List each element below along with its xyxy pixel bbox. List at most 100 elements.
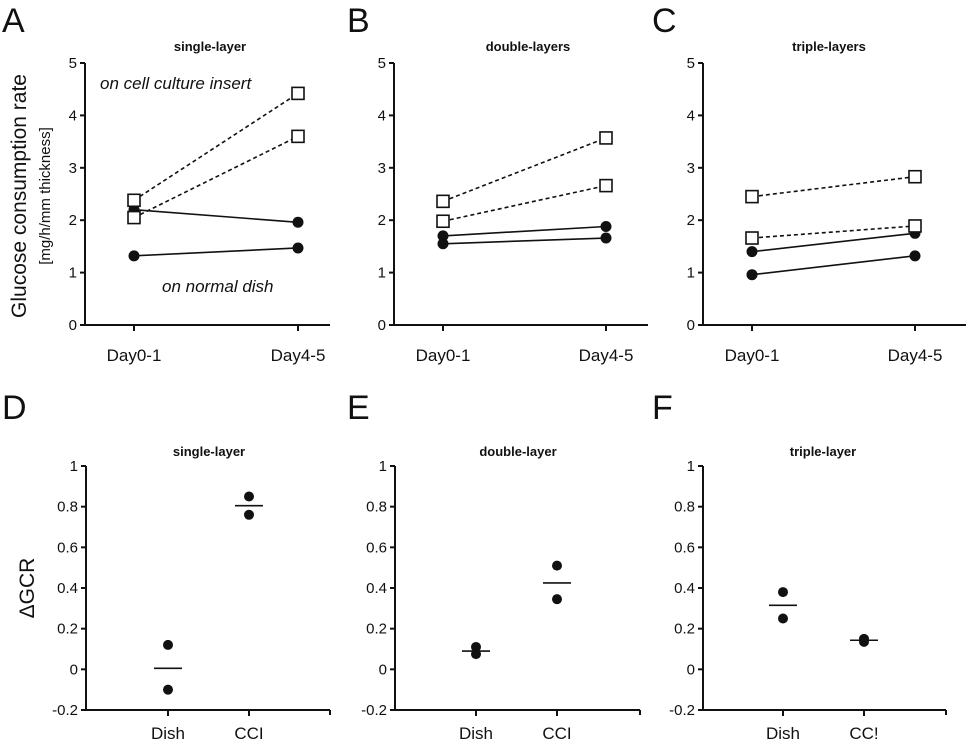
data-point-circle (292, 242, 304, 254)
data-point-square (745, 231, 759, 245)
y-tick-label: 0.4 (57, 580, 78, 597)
data-point-circle (746, 246, 758, 258)
data-point-circle (600, 220, 612, 232)
y-tick-label: 0 (687, 661, 695, 678)
y-tick-label: -0.2 (52, 702, 78, 719)
data-point-square (291, 129, 305, 144)
panel-title-c: triple-layers (792, 39, 866, 54)
panel-title-f: triple-layer (790, 444, 856, 459)
x-tick-label: Day4-5 (579, 346, 634, 365)
y-tick-label: 1 (70, 458, 78, 475)
data-point-square (291, 86, 305, 101)
y-tick-label: 1 (378, 265, 386, 282)
y-tick-label: 0 (378, 317, 386, 334)
panel-title-a: single-layer (174, 39, 246, 54)
chart-panel-b: 0 1 2 3 4 5 Day0-1 Day4-5 (378, 55, 648, 365)
data-point-square (908, 169, 922, 184)
y-tick-label: 5 (687, 55, 695, 72)
y-tick-label: 0.6 (57, 539, 78, 556)
data-point-square (908, 219, 922, 233)
data-point-square (436, 214, 450, 229)
panel-letter-e: E (347, 389, 370, 427)
y-tick-label: 0.6 (674, 539, 695, 556)
y-tick-label: 4 (378, 107, 386, 124)
y-tick-label: 0.8 (674, 499, 695, 516)
data-point-circle (244, 509, 254, 520)
y-tick-label: 1 (379, 458, 387, 475)
chart-panel-e: -0.2 0 0.2 0.4 0.6 0.8 1 Dish CCI (361, 458, 641, 741)
y-tick-label: 5 (378, 55, 386, 72)
data-point-circle (859, 636, 869, 647)
annotation-dish: on normal dish (162, 277, 274, 296)
series-line-insert (442, 184, 607, 223)
data-point-square (599, 131, 613, 145)
x-tick-label: Day4-5 (888, 346, 943, 365)
data-point-square (745, 189, 759, 204)
x-tick-label: CCI (234, 724, 263, 741)
panel-letter-d: D (2, 389, 27, 427)
x-tick-label: Dish (151, 724, 185, 741)
chart-panel-a: 0 1 2 3 4 5 Day0-1 Day4-5 (69, 55, 330, 365)
data-point-square (436, 194, 450, 209)
x-tick-label: Dish (766, 724, 800, 741)
y-tick-label: 0.6 (366, 539, 387, 556)
y-axis-sublabel-top: [mg/h/mm thickness] (37, 127, 54, 265)
panel-letter-c: C (652, 2, 677, 40)
y-tick-label: 0 (379, 661, 387, 678)
series-line-insert (133, 92, 299, 201)
y-tick-label: 0.4 (674, 580, 695, 597)
data-point-square (599, 178, 613, 193)
x-tick-label: Day0-1 (725, 346, 780, 365)
y-tick-label: 4 (69, 107, 77, 124)
y-tick-label: 3 (378, 160, 386, 177)
x-tick-label: Day0-1 (107, 346, 162, 365)
data-point-circle (292, 216, 304, 228)
data-point-square (127, 210, 141, 225)
series-line-insert (751, 175, 916, 198)
data-point-circle (552, 560, 562, 571)
chart-panel-f: -0.2 0 0.2 0.4 0.6 0.8 1 Dish CC! (669, 458, 947, 741)
data-point-circle (437, 238, 449, 250)
y-tick-label: 4 (687, 107, 695, 124)
data-point-circle (746, 269, 758, 281)
series-line-dish (751, 255, 916, 276)
series-line-dish (442, 237, 607, 245)
panel-letter-f: F (652, 389, 673, 427)
series-line-dish (751, 232, 916, 253)
y-tick-label: 3 (687, 160, 695, 177)
y-tick-label: -0.2 (669, 702, 695, 719)
data-point-square (127, 193, 141, 208)
panel-title-b: double-layers (486, 39, 571, 54)
y-tick-label: 0.2 (57, 621, 78, 638)
series-line-insert (133, 135, 299, 219)
data-point-circle (471, 641, 481, 652)
series-line-dish (442, 225, 607, 237)
panel-title-d: single-layer (173, 444, 245, 459)
y-tick-label: 0 (70, 661, 78, 678)
chart-panel-d: -0.2 0 0.2 0.4 0.6 0.8 1 Dish CCI (52, 458, 331, 741)
y-tick-label: 1 (69, 265, 77, 282)
annotation-insert: on cell culture insert (100, 74, 252, 93)
y-tick-label: 0.8 (366, 499, 387, 516)
y-tick-label: 2 (378, 212, 386, 229)
x-tick-label: Day0-1 (416, 346, 471, 365)
data-point-circle (163, 639, 173, 650)
data-point-circle (778, 587, 788, 598)
y-tick-label: 0 (687, 317, 695, 334)
data-point-circle (778, 613, 788, 624)
y-tick-label: 0.4 (366, 580, 387, 597)
y-tick-label: 0.8 (57, 499, 78, 516)
panel-letter-b: B (347, 2, 370, 40)
x-tick-label: Day4-5 (271, 346, 326, 365)
data-point-circle (552, 594, 562, 605)
data-point-circle (437, 230, 449, 242)
x-tick-label: Dish (459, 724, 493, 741)
y-tick-label: 2 (687, 212, 695, 229)
y-tick-label: 1 (687, 265, 695, 282)
series-line-dish (133, 247, 299, 257)
y-tick-label: 1 (687, 458, 695, 475)
y-tick-label: 2 (69, 212, 77, 229)
data-point-circle (244, 491, 254, 502)
series-line-insert (751, 225, 916, 239)
